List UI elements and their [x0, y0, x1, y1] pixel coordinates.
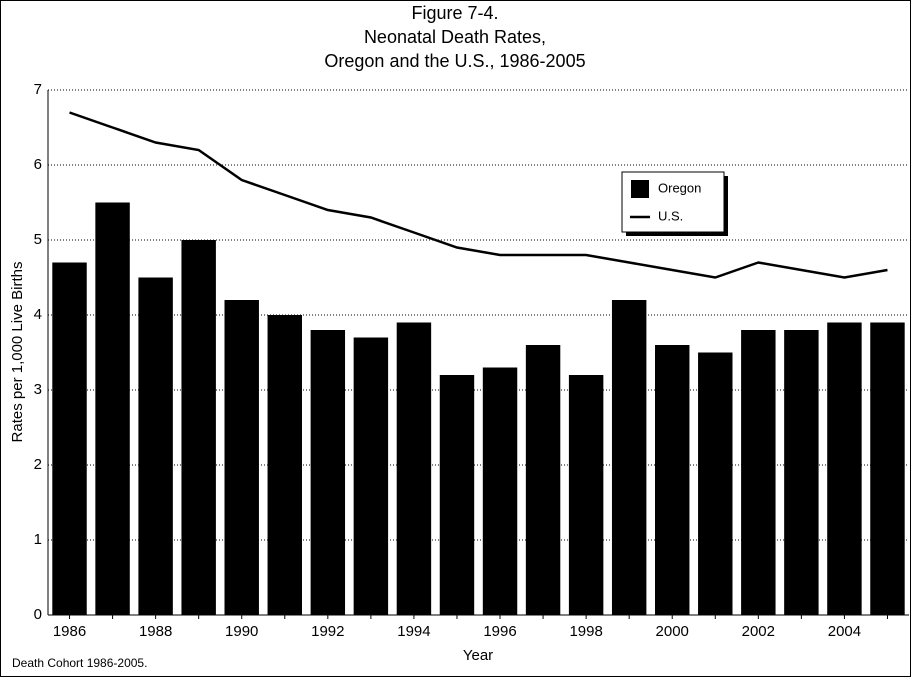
bar — [267, 315, 302, 615]
y-tick-label: 0 — [34, 606, 42, 623]
bar — [181, 240, 216, 615]
note: Death Cohort 1986-2005. — [12, 656, 147, 670]
line — [69, 111, 888, 279]
bar — [439, 375, 475, 615]
bar — [870, 322, 905, 615]
legend-label: Oregon — [658, 180, 701, 195]
bar — [784, 330, 819, 615]
x-tick-label: 1992 — [311, 623, 344, 640]
x-tick-label: 1986 — [53, 623, 86, 640]
x-tick-label: 2002 — [742, 623, 775, 640]
y-tick-label: 1 — [34, 531, 42, 548]
chart-title: Oregon and the U.S., 1986-2005 — [324, 51, 585, 71]
bar — [52, 262, 87, 615]
y-tick-label: 7 — [34, 81, 42, 98]
y-tick-label: 6 — [34, 156, 42, 173]
bar — [741, 330, 776, 615]
bar — [310, 330, 346, 615]
x-tick-label: 1990 — [225, 623, 258, 640]
bar — [611, 300, 647, 615]
legend-label: U.S. — [658, 208, 683, 223]
bar — [698, 352, 733, 615]
y-tick-label: 4 — [34, 306, 42, 323]
x-tick-label: 1998 — [569, 623, 602, 640]
bar — [396, 322, 432, 615]
chart-title: Figure 7-4. — [411, 3, 498, 23]
bar — [224, 300, 259, 615]
chart-title: Neonatal Death Rates, — [364, 27, 546, 47]
x-tick-label: 1996 — [483, 623, 516, 640]
x-tick-label: 1994 — [397, 623, 430, 640]
bar — [827, 322, 862, 615]
x-tick-label: 1988 — [139, 623, 172, 640]
bar — [655, 345, 690, 615]
bar — [138, 277, 173, 615]
y-tick-label: 2 — [34, 456, 42, 473]
bar — [95, 202, 130, 615]
x-axis-label: Year — [463, 647, 493, 664]
y-axis-label: Rates per 1,000 Live Births — [9, 262, 26, 443]
bar — [353, 337, 389, 615]
x-tick-label: 2004 — [828, 623, 861, 640]
y-tick-label: 5 — [34, 231, 42, 248]
legend-swatch — [631, 180, 649, 198]
x-tick-label: 2000 — [656, 623, 689, 640]
bar — [482, 367, 518, 615]
bar — [568, 375, 604, 615]
bar — [525, 345, 561, 615]
y-tick-label: 3 — [34, 381, 42, 398]
